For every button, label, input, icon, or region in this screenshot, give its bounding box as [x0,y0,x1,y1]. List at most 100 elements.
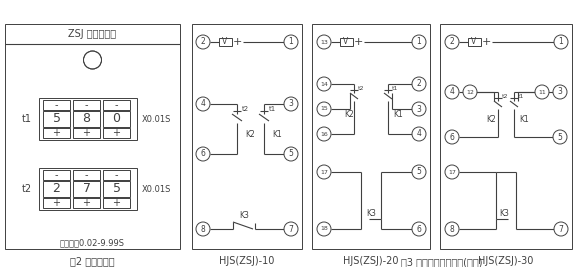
Circle shape [412,35,426,49]
Text: V: V [472,37,477,46]
Text: -: - [55,100,58,110]
Text: 5: 5 [288,150,294,159]
Text: K2: K2 [344,110,354,119]
Text: -: - [85,170,88,180]
Bar [43,181,70,197]
Circle shape [317,165,331,179]
Text: 1: 1 [558,37,564,46]
Circle shape [554,222,568,236]
Text: 16: 16 [320,132,328,136]
Circle shape [412,165,426,179]
Text: 2: 2 [53,183,61,195]
Text: K1: K1 [519,116,529,124]
Text: -: - [115,170,118,180]
Text: 8: 8 [83,112,91,125]
Text: HJS(ZSJ)-20: HJS(ZSJ)-20 [343,256,399,266]
Text: 15: 15 [320,107,328,112]
Text: +: + [113,198,120,208]
Text: 7: 7 [558,225,564,234]
Text: ZSJ 时间继电器: ZSJ 时间继电器 [68,29,117,39]
Text: K2: K2 [486,116,496,124]
Bar [43,170,70,180]
Text: 6: 6 [201,150,205,159]
Text: 3: 3 [558,88,562,96]
Text: +: + [83,128,91,138]
Text: 4: 4 [417,129,421,139]
Text: -: - [55,170,58,180]
Text: 2: 2 [417,80,421,88]
Text: -: - [115,100,118,110]
Bar [103,198,130,208]
Circle shape [553,130,567,144]
Bar [5,24,180,249]
Bar [103,111,130,127]
Text: +: + [53,128,61,138]
Circle shape [463,85,477,99]
Text: 3: 3 [417,104,421,113]
Circle shape [317,77,331,91]
Text: 2: 2 [201,37,205,46]
Bar [43,111,70,127]
Circle shape [445,85,459,99]
Circle shape [412,127,426,141]
Text: 8: 8 [201,225,205,234]
Bar [440,24,572,249]
Circle shape [535,85,549,99]
Circle shape [317,35,331,49]
Text: -: - [85,100,88,110]
Text: 5: 5 [113,183,120,195]
Bar [103,170,130,180]
Text: K1: K1 [272,130,281,139]
Circle shape [445,165,459,179]
Text: 7: 7 [83,183,91,195]
Text: 1: 1 [417,37,421,46]
Text: +: + [232,37,242,47]
Circle shape [445,35,459,49]
Circle shape [196,35,210,49]
Text: 5: 5 [53,112,61,125]
Text: 8: 8 [450,225,454,234]
Text: 13: 13 [320,40,328,45]
Circle shape [317,222,331,236]
Text: X0.01S: X0.01S [142,115,171,124]
Text: 2: 2 [450,37,454,46]
Text: +: + [53,198,61,208]
Bar [39,168,137,210]
Text: 14: 14 [320,81,328,87]
Circle shape [317,102,331,116]
Circle shape [196,97,210,111]
Text: K3: K3 [239,211,249,221]
Text: 6: 6 [417,225,421,234]
Circle shape [553,85,567,99]
Text: 5: 5 [417,167,421,176]
Text: t2: t2 [358,85,365,91]
Bar [468,38,480,46]
Text: 17: 17 [320,170,328,175]
Bar [103,128,130,138]
Text: +: + [353,37,362,47]
Bar [192,24,302,249]
Bar [103,181,130,197]
Circle shape [284,35,298,49]
Text: t1: t1 [392,85,398,91]
Text: 3: 3 [288,100,294,108]
Text: 12: 12 [466,89,474,95]
Text: t2: t2 [22,184,32,194]
Circle shape [445,130,459,144]
Text: +: + [481,37,491,47]
Text: 6: 6 [450,132,454,142]
Text: 17: 17 [448,170,456,175]
Text: X0.01S: X0.01S [142,184,171,194]
Text: t2: t2 [502,93,509,99]
Text: +: + [113,128,120,138]
Text: 0: 0 [113,112,120,125]
Circle shape [554,35,568,49]
Text: V: V [223,37,228,46]
Circle shape [284,147,298,161]
Text: 7: 7 [288,225,294,234]
Bar [312,24,430,249]
Text: 18: 18 [320,226,328,231]
Circle shape [445,222,459,236]
Text: 整定范围0.02-9.99S: 整定范围0.02-9.99S [60,238,125,248]
Bar [73,170,100,180]
